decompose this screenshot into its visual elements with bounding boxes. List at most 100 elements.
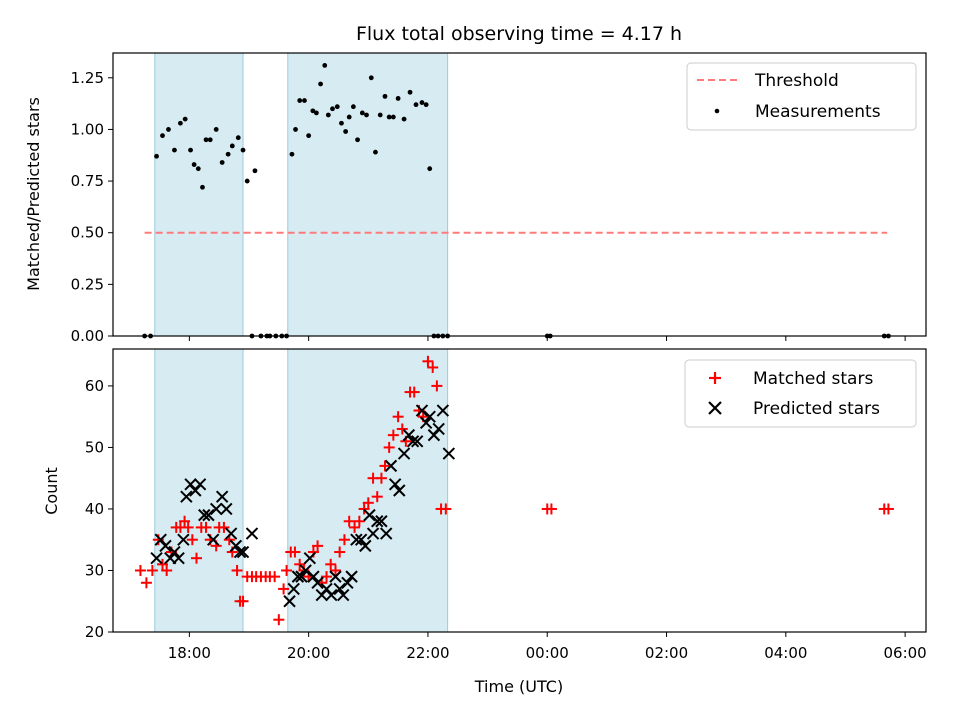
predicted-star-point [209, 502, 223, 516]
matched-star-point [379, 460, 391, 472]
predicted-star-point [233, 545, 247, 559]
matched-star-point [134, 564, 146, 576]
measurement-point [401, 116, 407, 122]
measurement-point [407, 89, 413, 95]
measurement-point [364, 112, 369, 118]
matched-star-point [278, 583, 290, 595]
matched-star-point [349, 521, 361, 533]
predicted-star-point [295, 570, 308, 583]
ratio-ylabel: Matched/Predicted stars [24, 97, 43, 291]
measurement-point [200, 184, 205, 190]
x-tick-label: 20:00 [287, 644, 330, 662]
y-tick-label: 0.75 [71, 172, 104, 190]
matched-star-point [325, 558, 337, 570]
x-axis-label: Time (UTC) [474, 677, 563, 696]
predicted-star-point [329, 570, 342, 583]
predicted-star-point [423, 410, 436, 423]
count-legend-box [684, 359, 917, 428]
predicted-star-point [397, 447, 411, 460]
matched-star-point [312, 540, 324, 552]
measurement-point [373, 149, 378, 155]
predicted-star-point [359, 539, 372, 553]
predicted-star-point [393, 484, 406, 497]
count-panel: 18:00 20:00 22:00 00:00 02:00 04:00 06:00 20 30… [42, 348, 927, 696]
ratio-panel-frame [112, 52, 927, 337]
legend-predicted-label: Predicted stars [753, 399, 880, 419]
measurement-point [225, 151, 231, 157]
predicted-star-point [307, 570, 320, 583]
legend-matched-label: Matched stars [753, 369, 873, 389]
predicted-star-point [419, 416, 433, 430]
matched-star-point [427, 361, 439, 373]
predicted-star-point [375, 515, 388, 528]
predicted-star-point [236, 545, 250, 559]
measurement-point [172, 147, 177, 153]
predicted-star-point [354, 533, 368, 546]
predicted-star-point [207, 533, 220, 546]
predicted-star-point [168, 545, 181, 559]
observing-band [287, 348, 449, 633]
predicted-star-point [291, 570, 305, 583]
x-tick-label: 18:00 [168, 644, 211, 662]
matched-star-point [545, 503, 557, 515]
measurement-point [188, 147, 193, 153]
matched-star-point [146, 564, 158, 576]
predicted-star-point [177, 533, 190, 546]
legend-measurements-swatch [714, 108, 720, 114]
predicted-star-point [245, 527, 259, 540]
ratio-legend: Threshold Measurements [686, 62, 917, 131]
measurement-point [325, 112, 331, 118]
predicted-star-point [415, 404, 429, 417]
measurement-point [390, 114, 396, 120]
predicted-star-point [193, 478, 207, 491]
matched-star-point [218, 521, 230, 533]
y-tick-label: 1.25 [71, 69, 104, 87]
matched-star-point [161, 564, 173, 576]
predicted-star-point [432, 422, 445, 436]
matched-star-point [321, 571, 333, 583]
matched-star-point [182, 521, 194, 533]
predicted-star-point [406, 435, 420, 448]
measurement-point [166, 127, 171, 132]
matched-star-point [431, 380, 443, 392]
matched-star-point [281, 564, 293, 576]
measurement-point [334, 104, 340, 110]
predicted-star-point [388, 478, 402, 491]
matched-star-point [338, 534, 350, 546]
matched-star-point [179, 515, 191, 527]
matched-star-point [422, 355, 434, 367]
measurement-point [293, 127, 298, 132]
measurement-point [297, 98, 303, 103]
y-tick-label: 0.25 [71, 275, 104, 293]
count-legend: Matched stars Predicted stars [684, 359, 917, 428]
x-tick-label: 22:00 [406, 644, 449, 662]
predicted-star-point [371, 515, 384, 528]
predicted-star-point [150, 551, 163, 565]
observing-band [154, 348, 244, 633]
measurement-point [330, 106, 335, 112]
measurement-point [178, 120, 183, 126]
predicted-star-point [198, 508, 211, 522]
y-tick-label: 50 [85, 438, 104, 456]
predicted-star-point [337, 588, 350, 602]
legend-predicted-swatch [708, 401, 722, 415]
ratio-panel: 0.00 0.25 0.50 0.75 1.00 1.25 Matched/Predict… [24, 52, 927, 345]
x-tick-label: 00:00 [526, 644, 569, 662]
count-panel-frame [112, 348, 927, 633]
matched-star-point [362, 497, 374, 509]
measurement-point [203, 137, 209, 143]
measurement-point [313, 110, 319, 116]
measurement-point [219, 160, 225, 165]
measurement-point [386, 114, 392, 120]
measurement-point [355, 137, 360, 143]
matched-star-point [383, 441, 395, 453]
measurement-point [195, 166, 201, 172]
predicted-star-point [202, 508, 215, 522]
y-tick-label: 1.00 [71, 120, 104, 138]
matched-star-point [375, 472, 387, 484]
matched-star-point [440, 503, 452, 515]
predicted-star-point [402, 428, 416, 442]
x-tick-label: 06:00 [884, 644, 927, 662]
predicted-star-point [410, 435, 424, 448]
